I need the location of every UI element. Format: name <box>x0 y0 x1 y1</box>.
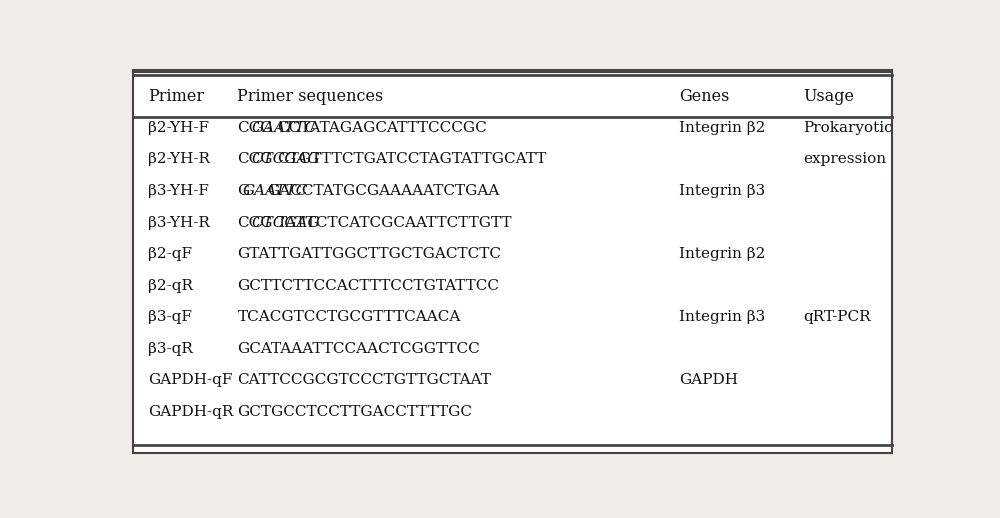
Text: GTATTGATTGGCTTGCTGACTCTC: GTATTGATTGGCTTGCTGACTCTC <box>237 247 501 261</box>
Text: β3-qF: β3-qF <box>148 310 192 324</box>
Text: GCTGCCTCCTTGACCTTTTGC: GCTGCCTCCTTGACCTTTTGC <box>237 405 472 419</box>
Text: GACCTATGCGAAAAATCTGAA: GACCTATGCGAAAAATCTGAA <box>268 184 500 198</box>
Text: TATTCTCATCGCAATTCTTGTT: TATTCTCATCGCAATTCTTGTT <box>277 215 513 229</box>
Text: β3-YH-R: β3-YH-R <box>148 215 210 229</box>
Text: β3-YH-F: β3-YH-F <box>148 184 209 198</box>
Text: Integrin β2: Integrin β2 <box>679 121 766 135</box>
Text: β2-YH-F: β2-YH-F <box>148 121 209 135</box>
Text: GAATTC: GAATTC <box>242 184 308 198</box>
Text: Primer: Primer <box>148 88 204 105</box>
Text: G: G <box>237 184 250 198</box>
Text: β2-qF: β2-qF <box>148 247 192 261</box>
Text: Integrin β3: Integrin β3 <box>679 310 765 324</box>
Text: TCACGTCCTGCGTTTCAACA: TCACGTCCTGCGTTTCAACA <box>237 310 461 324</box>
Text: CATTCCGCGTCCCTGTTGCTAAT: CATTCCGCGTCCCTGTTGCTAAT <box>237 373 491 387</box>
Text: qRT-PCR: qRT-PCR <box>803 310 871 324</box>
Text: β3-qR: β3-qR <box>148 341 193 355</box>
Text: CTCGAG: CTCGAG <box>252 152 320 166</box>
Text: GAATTC: GAATTC <box>252 121 317 135</box>
Text: GCTTCTTCCACTTTCCTGTATTCC: GCTTCTTCCACTTTCCTGTATTCC <box>237 279 499 293</box>
Text: β2-qR: β2-qR <box>148 279 193 293</box>
Text: Usage: Usage <box>803 88 854 105</box>
Text: Integrin β3: Integrin β3 <box>679 184 765 198</box>
Text: CTCGAG: CTCGAG <box>252 215 320 229</box>
Text: GAPDH-qR: GAPDH-qR <box>148 405 234 419</box>
Text: GCATAAATTCCAACTCGGTTCC: GCATAAATTCCAACTCGGTTCC <box>237 341 480 355</box>
Text: Prokaryotic: Prokaryotic <box>803 121 893 135</box>
Text: CCTATAGAGCATTTCCCGC: CCTATAGAGCATTTCCCGC <box>277 121 487 135</box>
Text: expression: expression <box>803 152 886 166</box>
Text: CCG: CCG <box>237 152 273 166</box>
Text: Primer sequences: Primer sequences <box>237 88 384 105</box>
Text: Integrin β2: Integrin β2 <box>679 247 766 261</box>
Text: Genes: Genes <box>679 88 730 105</box>
Text: GAPDH: GAPDH <box>679 373 738 387</box>
FancyBboxPatch shape <box>133 70 892 453</box>
Text: CTGTTTCTGATCCTAGTATTGCATT: CTGTTTCTGATCCTAGTATTGCATT <box>277 152 546 166</box>
Text: GAPDH-qF: GAPDH-qF <box>148 373 233 387</box>
Text: β2-YH-R: β2-YH-R <box>148 152 210 166</box>
Text: CCG: CCG <box>237 215 273 229</box>
Text: CCG: CCG <box>237 121 273 135</box>
